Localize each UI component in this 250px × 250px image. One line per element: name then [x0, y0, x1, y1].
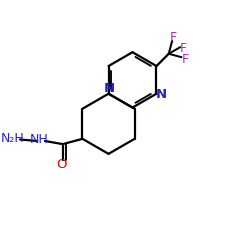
Text: N₂H: N₂H	[1, 132, 25, 145]
Text: N: N	[104, 82, 115, 95]
Text: F: F	[180, 42, 187, 55]
Text: N: N	[156, 88, 167, 102]
Text: NH: NH	[30, 133, 48, 146]
Text: O: O	[56, 158, 67, 170]
Text: F: F	[169, 31, 176, 44]
Text: F: F	[181, 53, 188, 66]
